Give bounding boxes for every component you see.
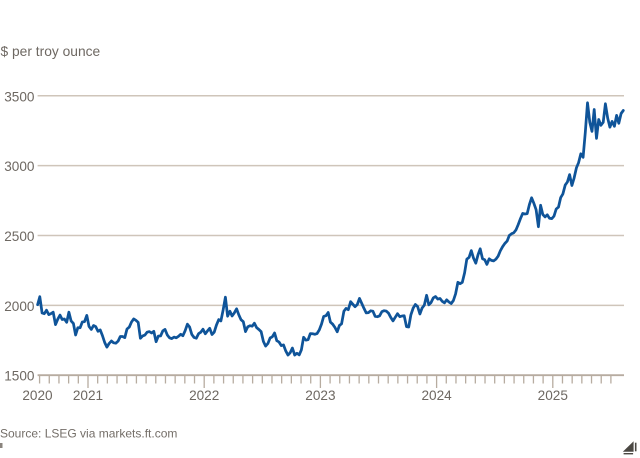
svg-text:$ per troy ounce: $ per troy ounce bbox=[1, 44, 101, 59]
svg-text:2024: 2024 bbox=[421, 388, 452, 403]
svg-text:3500: 3500 bbox=[4, 89, 35, 104]
svg-text:Source: LSEG via markets.ft.co: Source: LSEG via markets.ft.com bbox=[0, 426, 177, 440]
svg-text:2025: 2025 bbox=[538, 388, 568, 403]
svg-text:1500: 1500 bbox=[4, 369, 35, 384]
svg-text:2020: 2020 bbox=[22, 388, 53, 403]
svg-text:2021: 2021 bbox=[73, 388, 103, 403]
svg-text:2022: 2022 bbox=[189, 388, 219, 403]
svg-text:2500: 2500 bbox=[4, 229, 35, 244]
svg-text:2000: 2000 bbox=[4, 299, 35, 314]
svg-text:2023: 2023 bbox=[305, 388, 335, 403]
svg-text:3000: 3000 bbox=[4, 159, 35, 174]
